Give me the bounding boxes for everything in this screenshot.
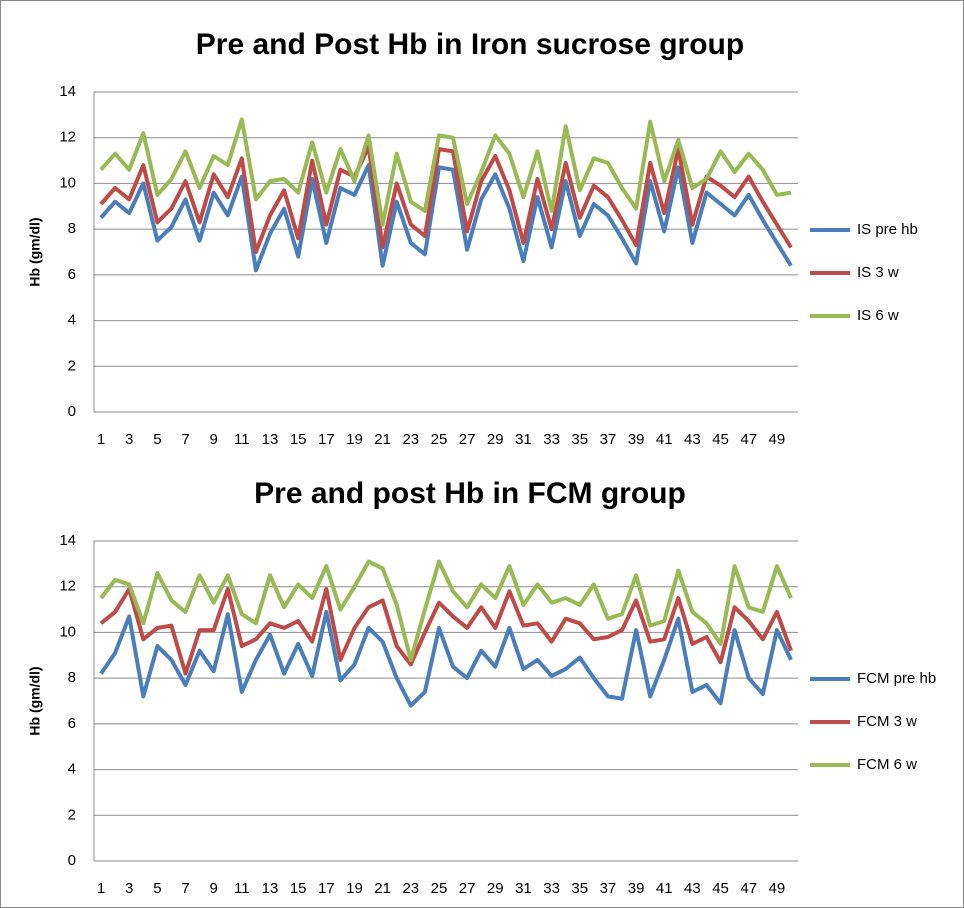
legend-label: IS 6 w [857,307,899,324]
x-tick-label: 41 [656,431,673,448]
x-tick-label: 25 [431,880,448,897]
x-tick-label: 15 [290,880,307,897]
legend-label: FCM pre hb [857,670,936,687]
x-tick-label: 21 [374,431,391,448]
x-tick-label: 17 [318,431,335,448]
x-tick-label: 43 [684,880,701,897]
x-tick-label: 35 [571,880,588,897]
legend-label: FCM 3 w [857,713,917,730]
x-tick-label: 9 [210,880,218,897]
legend-label: FCM 6 w [857,756,917,773]
x-tick-label: 11 [234,431,250,448]
series-line [99,144,793,254]
legend-label: IS 3 w [857,264,899,281]
x-tick-label: 47 [740,431,757,448]
x-tick-label: 31 [515,431,532,448]
legend-label: IS pre hb [857,221,918,238]
x-tick-label: 23 [402,880,419,897]
x-tick-label: 49 [769,431,786,448]
x-tick-label: 45 [712,880,729,897]
x-tick-label: 9 [210,431,218,448]
x-tick-label: 33 [543,880,560,897]
x-tick-label: 23 [402,431,419,448]
y-tick-label: 0 [68,852,76,869]
y-tick-label: 0 [68,403,76,420]
x-tick-label: 39 [628,431,645,448]
x-tick-label: 41 [656,880,673,897]
x-tick-label: 39 [628,880,645,897]
y-tick-label: 10 [59,623,76,640]
x-tick-label: 17 [318,880,335,897]
x-tick-label: 19 [346,431,363,448]
x-tick-label: 35 [571,431,588,448]
x-tick-label: 37 [600,880,617,897]
y-tick-label: 8 [68,669,76,686]
x-tick-label: 7 [181,880,189,897]
x-tick-label: 3 [125,431,133,448]
x-tick-label: 11 [234,880,250,897]
x-tick-label: 25 [431,431,448,448]
x-tick-label: 5 [153,880,161,897]
x-tick-label: 13 [262,880,279,897]
x-tick-label: 15 [290,431,307,448]
y-tick-label: 10 [59,174,76,191]
y-axis-label: Hb (gm/dl) [27,217,43,286]
y-tick-label: 2 [68,806,76,823]
x-tick-label: 1 [97,431,105,448]
x-tick-label: 3 [125,880,133,897]
y-tick-label: 14 [59,532,76,549]
chart-title: Pre and Post Hb in Iron sucrose group [196,28,744,61]
x-tick-label: 43 [684,431,701,448]
x-tick-label: 27 [459,431,476,448]
y-tick-label: 4 [68,761,76,778]
y-tick-label: 12 [59,578,76,595]
x-tick-label: 29 [487,431,504,448]
x-tick-label: 7 [181,431,189,448]
x-tick-label: 1 [97,880,105,897]
series-line [99,559,793,662]
y-tick-label: 14 [59,83,76,100]
x-tick-label: 31 [515,880,532,897]
x-tick-label: 49 [769,880,786,897]
y-tick-label: 12 [59,129,76,146]
x-tick-label: 33 [543,431,560,448]
x-tick-label: 27 [459,880,476,897]
y-axis-label: Hb (gm/dl) [27,666,43,735]
x-tick-label: 47 [740,880,757,897]
x-tick-label: 13 [262,431,279,448]
y-tick-label: 8 [68,220,76,237]
series-line [99,163,793,273]
y-tick-label: 2 [68,357,76,374]
x-tick-label: 37 [600,431,617,448]
y-tick-label: 6 [68,266,76,283]
series-line [99,609,793,708]
x-tick-label: 21 [374,880,391,897]
chart-title: Pre and post Hb in FCM group [254,477,686,510]
y-tick-label: 6 [68,715,76,732]
x-tick-label: 19 [346,880,363,897]
series-line [99,117,792,227]
x-tick-label: 29 [487,880,504,897]
x-tick-label: 5 [153,431,161,448]
y-tick-label: 4 [68,312,76,329]
series-line [99,587,793,676]
x-tick-label: 45 [712,431,729,448]
